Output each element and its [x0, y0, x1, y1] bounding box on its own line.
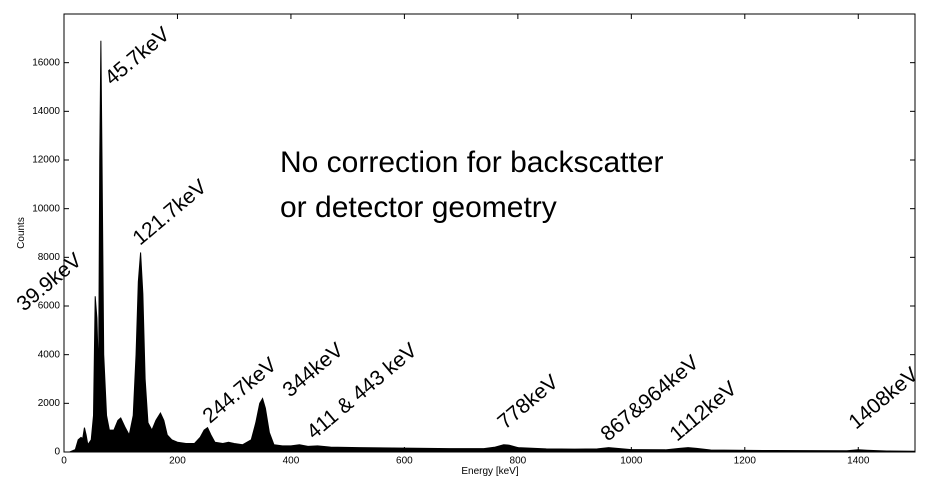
x-tick-label: 400: [283, 456, 300, 467]
peak-annotation: 778keV: [493, 370, 562, 433]
x-tick-label: 800: [510, 456, 527, 467]
x-tick-label: 1400: [847, 456, 870, 467]
x-tick-label: 0: [61, 456, 67, 467]
x-axis-label: Energy [keV]: [461, 466, 518, 477]
x-tick-label: 1000: [620, 456, 643, 467]
x-tick-label: 200: [169, 456, 186, 467]
y-tick-label: 0: [54, 447, 60, 458]
y-tick-label: 4000: [38, 349, 61, 360]
spectrum-area: [64, 40, 916, 453]
plot-frame: [63, 13, 916, 453]
y-tick-label: 10000: [32, 203, 60, 214]
note-line: No correction for backscatter: [280, 146, 663, 179]
note-line: or detector geometry: [280, 191, 557, 224]
y-tick-label: 6000: [38, 301, 61, 312]
y-tick-label: 16000: [32, 57, 60, 68]
peak-annotation: 1408keV: [844, 363, 922, 434]
x-tick-label: 1200: [734, 456, 757, 467]
peak-annotation: 121.7keV: [128, 175, 211, 250]
x-tick-label: 600: [396, 456, 413, 467]
peak-annotation: 45.7keV: [100, 23, 174, 90]
peak-annotation: 244.7keV: [198, 353, 281, 428]
y-tick-label: 8000: [38, 252, 61, 263]
y-axis-label: Counts: [16, 217, 27, 249]
y-tick-label: 12000: [32, 155, 60, 166]
y-tick-label: 14000: [32, 106, 60, 117]
y-tick-label: 2000: [38, 398, 61, 409]
peak-annotation: 344keV: [278, 338, 347, 401]
